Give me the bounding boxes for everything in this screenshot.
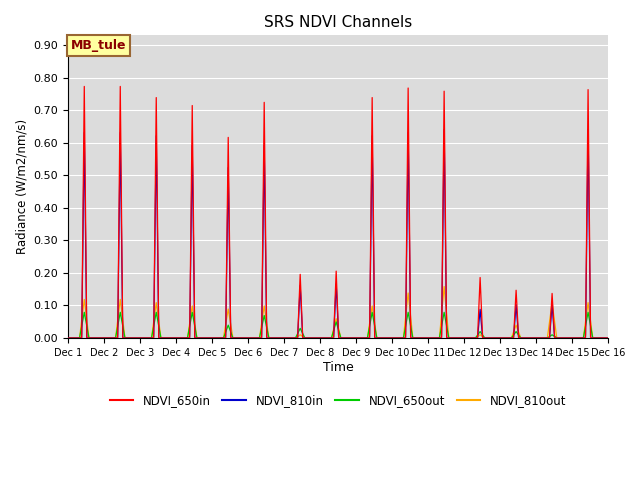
- Legend: NDVI_650in, NDVI_810in, NDVI_650out, NDVI_810out: NDVI_650in, NDVI_810in, NDVI_650out, NDV…: [105, 389, 571, 412]
- X-axis label: Time: Time: [323, 360, 353, 373]
- Text: MB_tule: MB_tule: [71, 39, 126, 52]
- Y-axis label: Radiance (W/m2/nm/s): Radiance (W/m2/nm/s): [15, 119, 28, 254]
- Title: SRS NDVI Channels: SRS NDVI Channels: [264, 15, 412, 30]
